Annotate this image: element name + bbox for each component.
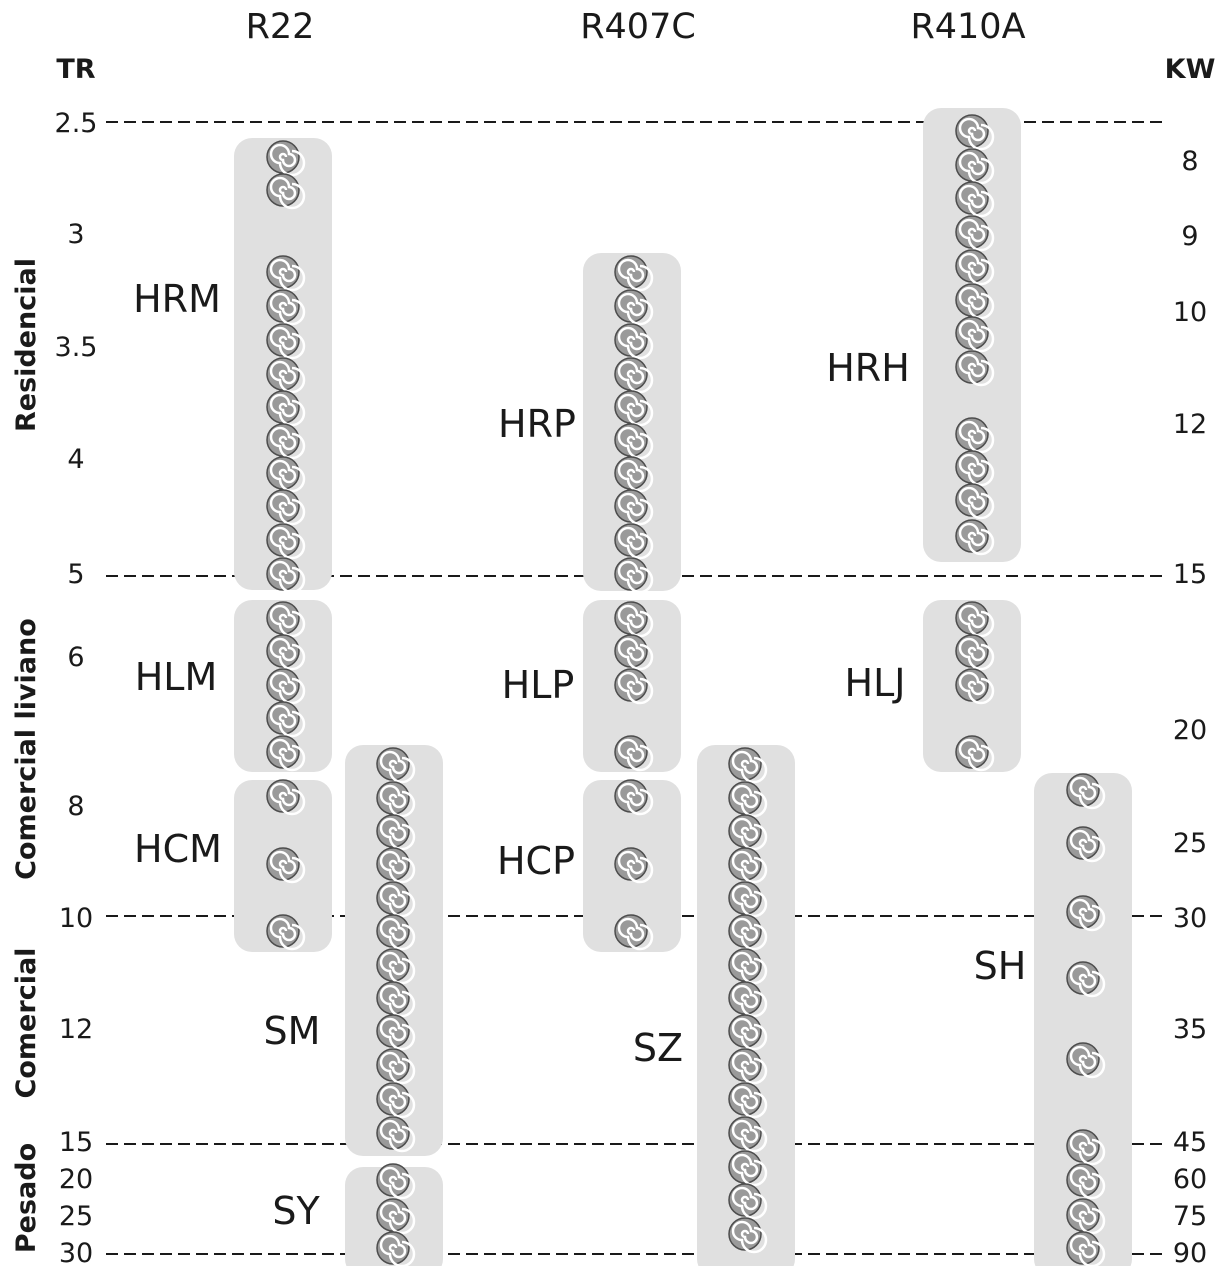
refrigerant-header-r410a: R410A: [910, 7, 1025, 47]
left-axis-unit: TR: [56, 54, 95, 85]
left-tick-30: 30: [59, 1238, 93, 1266]
family-label-hcp: HCP: [497, 839, 575, 883]
refrigerant-header-r407c: R407C: [580, 7, 696, 47]
right-tick-8: 8: [1181, 146, 1198, 177]
right-tick-9: 9: [1181, 221, 1198, 252]
left-tick-12: 12: [59, 1014, 93, 1045]
right-tick-90: 90: [1173, 1238, 1207, 1266]
segment-label-pesado: Pesado: [11, 1143, 42, 1253]
segment-label-residencial: Residencial: [11, 258, 42, 432]
right-tick-25: 25: [1173, 828, 1207, 859]
right-tick-45: 45: [1173, 1127, 1207, 1158]
family-label-hlj: HLJ: [845, 661, 906, 705]
segment-label-comercial: Comercial: [11, 948, 42, 1099]
right-tick-35: 35: [1173, 1014, 1207, 1045]
left-tick-3: 3: [67, 219, 84, 250]
family-label-hcm: HCM: [134, 827, 222, 871]
family-label-hrp: HRP: [498, 402, 576, 446]
left-tick-4: 4: [67, 444, 84, 475]
right-tick-15: 15: [1173, 559, 1207, 590]
segment-label-comercial-liviano: Comercial liviano: [11, 618, 42, 880]
refrigerant-header-r22: R22: [246, 7, 315, 47]
family-label-hrm: HRM: [133, 277, 221, 321]
left-tick-6: 6: [67, 642, 84, 673]
left-tick-25: 25: [59, 1201, 93, 1232]
left-tick-3.5: 3.5: [55, 332, 98, 363]
right-tick-30: 30: [1173, 903, 1207, 934]
family-label-hrh: HRH: [826, 346, 910, 390]
right-tick-75: 75: [1173, 1201, 1207, 1232]
left-tick-15: 15: [59, 1127, 93, 1158]
family-label-sm: SM: [264, 1009, 321, 1053]
right-tick-12: 12: [1173, 409, 1207, 440]
right-tick-60: 60: [1173, 1164, 1207, 1195]
right-tick-20: 20: [1173, 715, 1207, 746]
left-tick-8: 8: [67, 791, 84, 822]
family-label-hlm: HLM: [135, 655, 218, 699]
right-tick-10: 10: [1173, 297, 1207, 328]
left-tick-5: 5: [67, 559, 84, 590]
left-tick-10: 10: [59, 903, 93, 934]
family-label-sh: SH: [974, 944, 1027, 988]
family-label-sy: SY: [272, 1189, 320, 1233]
left-tick-20: 20: [59, 1164, 93, 1195]
right-axis-unit: KW: [1165, 54, 1216, 85]
left-tick-2.5: 2.5: [55, 108, 98, 139]
family-label-sz: SZ: [633, 1026, 683, 1070]
family-box-sh: [1034, 773, 1132, 1266]
compressor-icons: [265, 113, 1106, 1266]
family-label-hlp: HLP: [502, 663, 575, 707]
